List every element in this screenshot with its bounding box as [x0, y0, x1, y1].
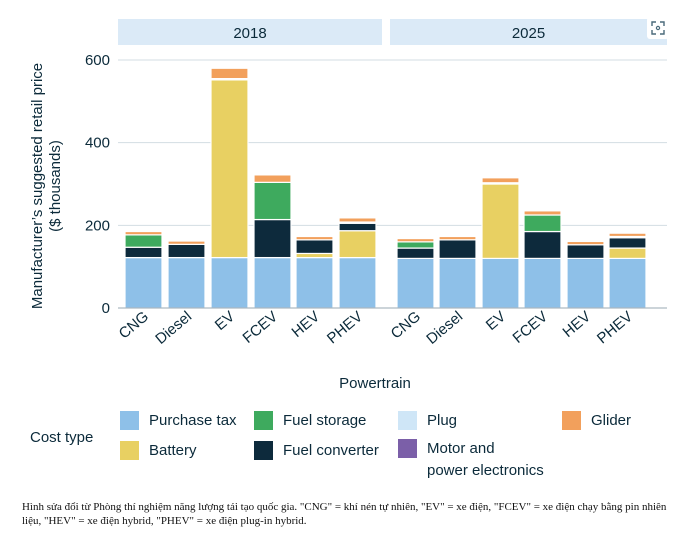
bar-segment-fuel-converter	[396, 247, 435, 259]
y-axis-label-line2: ($ thousands)	[47, 140, 64, 232]
bar-segment-glider	[124, 230, 163, 236]
bar-segment-fuel-converter	[124, 246, 163, 259]
bar-segment-battery	[481, 183, 520, 260]
x-tick-label: PHEV	[324, 308, 366, 347]
bar-segment-battery	[210, 79, 249, 259]
legend-item-fuel-storage: Fuel storage	[254, 410, 366, 432]
legend-label: Battery	[149, 442, 197, 459]
stacked-bar-chart: 0 200 400 600 Manufacturer’s suggested retai…	[29, 19, 667, 392]
legend-item-plug: Plug	[398, 410, 457, 432]
legend-swatch	[120, 411, 139, 430]
legend-swatch	[120, 441, 139, 460]
bar-segment-purchase-tax	[481, 257, 520, 309]
x-tick-label: Diesel	[423, 308, 466, 348]
y-tick-label: 600	[85, 52, 110, 69]
legend-title: Cost type	[30, 429, 94, 446]
bar-segment-glider	[608, 232, 647, 238]
bar-segment-purchase-tax	[338, 256, 377, 309]
bar-segment-fuel-storage	[396, 241, 435, 249]
y-tick-label: 0	[102, 300, 110, 317]
bar-segment-glider	[523, 210, 562, 216]
y-axis-label-line1: Manufacturer’s suggested retail price	[29, 63, 46, 309]
legend-label: Fuel converter	[283, 442, 379, 459]
legend-item-fuel-converter: Fuel converter	[254, 440, 379, 462]
figure-caption: Hình sửa đổi từ Phòng thí nghiệm năng lư…	[22, 501, 667, 527]
bar-segment-purchase-tax	[253, 256, 292, 309]
x-tick-label: FCEV	[239, 308, 281, 347]
legend: Cost type Purchase tax Battery Fuel stor…	[0, 405, 697, 490]
bar-segment-glider	[438, 235, 477, 241]
x-tick-label: HEV	[289, 308, 324, 341]
legend-label: Glider	[591, 412, 632, 429]
legend-label: Fuel storage	[283, 412, 367, 429]
panel-title: 2025	[512, 25, 545, 42]
bar-segment-glider	[210, 67, 249, 80]
bar-segment-fuel-converter	[566, 244, 605, 259]
bar-segment-fuel-storage	[523, 214, 562, 233]
legend-item-motor: Motor and power electronics	[398, 438, 544, 482]
bar-segment-purchase-tax	[295, 256, 334, 309]
y-tick-label: 200	[85, 217, 110, 234]
x-tick-label: EV	[212, 308, 238, 334]
legend-label-line1: Motor and	[427, 440, 495, 457]
panel-header-1	[390, 19, 667, 45]
bar-segment-fuel-converter	[608, 237, 647, 249]
legend-swatch	[398, 439, 417, 458]
bar-segment-fuel-converter	[523, 230, 562, 260]
x-tick-label: PHEV	[594, 308, 636, 347]
bar-segment-purchase-tax	[396, 257, 435, 309]
legend-label: Plug	[427, 412, 458, 429]
bar-segment-fuel-converter	[338, 222, 377, 232]
bar-segment-purchase-tax	[124, 256, 163, 309]
panel-title: 2018	[233, 25, 266, 42]
legend-swatch	[562, 411, 581, 430]
bar-segment-glider	[481, 177, 520, 184]
y-axis-label: Manufacturer’s suggested retail price($ …	[29, 63, 64, 309]
legend-swatch	[254, 411, 273, 430]
bar-segment-fuel-converter	[253, 218, 292, 259]
legend-label-line2: power electronics	[427, 462, 544, 479]
bar-segment-purchase-tax	[566, 257, 605, 309]
legend-item-battery: Battery	[120, 440, 197, 462]
bar-segment-battery	[608, 247, 647, 259]
bar-segment-battery	[338, 230, 377, 259]
bar-segment-glider	[338, 217, 377, 223]
legend-swatch	[398, 411, 417, 430]
bar-segment-glider	[566, 240, 605, 246]
bar-segment-purchase-tax	[210, 256, 249, 309]
x-tick-label: CNG	[116, 308, 152, 342]
bar-segment-glider	[253, 174, 292, 183]
legend-label: Purchase tax	[149, 412, 237, 429]
x-tick-label: FCEV	[509, 308, 551, 347]
panel-header-0	[118, 19, 382, 45]
bar-segment-purchase-tax	[523, 257, 562, 309]
bar-segment-glider	[167, 240, 206, 245]
expand-icon[interactable]	[647, 17, 669, 39]
bar-segment-glider	[295, 235, 334, 241]
bar-segment-fuel-converter	[295, 239, 334, 255]
x-tick-label: HEV	[560, 308, 595, 341]
bar-segment-glider	[396, 237, 435, 243]
bar-segment-purchase-tax	[608, 257, 647, 309]
legend-item-purchase-tax: Purchase tax	[120, 410, 237, 432]
bar-segment-purchase-tax	[167, 256, 206, 309]
bar-segment-purchase-tax	[438, 257, 477, 309]
x-tick-label: CNG	[388, 308, 424, 342]
bar-segment-battery	[295, 252, 334, 259]
legend-item-glider: Glider	[562, 410, 631, 432]
bar-segment-fuel-storage	[253, 181, 292, 221]
bar-segment-fuel-storage	[124, 234, 163, 248]
y-tick-label: 400	[85, 135, 110, 152]
x-tick-label: EV	[483, 308, 509, 334]
x-tick-label: Diesel	[152, 308, 195, 348]
legend-label: Motor and power electronics	[427, 438, 544, 482]
bar-segment-fuel-converter	[438, 239, 477, 260]
bar-segment-fuel-converter	[167, 243, 206, 259]
legend-swatch	[254, 441, 273, 460]
x-axis-label: Powertrain	[339, 375, 411, 392]
